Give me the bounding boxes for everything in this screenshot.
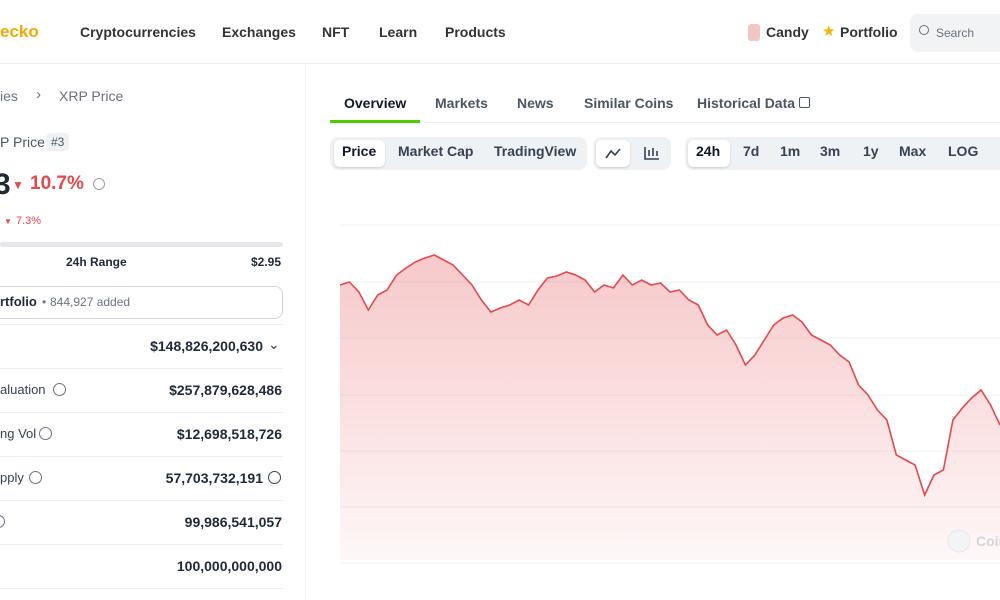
range[interactable]: 1y [863,143,879,159]
chart-type[interactable]: Price [342,143,377,159]
row-divider [0,456,283,457]
change-24h: 10.7% [30,173,84,194]
chart-type[interactable]: Market Cap [398,143,474,159]
down-arrow: ▼ [4,217,12,226]
portfolio-label: rtfolio [0,294,37,309]
header [0,0,1000,64]
stat-label: aluation [0,382,46,397]
bullet: • [42,295,47,309]
stat-value: $12,698,518,726 [176,426,282,442]
down-arrow: ▼ [12,178,24,192]
portfolio-added: 844,927 added [50,295,131,309]
stat-value: 99,986,541,057 [184,514,282,530]
portfolio[interactable]: Portfolio [840,24,898,40]
watermark-logo [947,529,971,553]
nav-item[interactable]: NFT [322,24,350,40]
tab[interactable]: Markets [435,95,488,111]
nav-item[interactable]: Cryptocurrencies [80,24,196,40]
row-divider [0,368,283,369]
stat-label: ng Vol [0,426,37,441]
row-divider [0,588,283,589]
range-high: $2.95 [251,255,282,269]
row-divider [0,544,283,545]
range[interactable]: 24h [696,143,721,159]
range[interactable]: 1m [780,143,801,159]
price-area [340,255,1000,560]
chart-type[interactable]: TradingView [494,143,577,159]
row-divider [0,412,283,413]
stat-label: pply [0,470,24,485]
info-icon[interactable] [93,178,105,190]
info-icon[interactable] [39,427,52,440]
range-bar [0,242,283,247]
selected [688,140,730,167]
price-line [339,254,1000,498]
row-divider [0,324,283,325]
info-icon[interactable] [29,471,42,484]
coin-label: P Price [0,134,45,150]
tab[interactable]: Overview [344,95,407,111]
candy[interactable]: Candy [766,24,809,40]
search-icon [919,25,929,35]
portfolio-button[interactable] [0,286,283,319]
range-label: 24h Range [66,255,127,269]
star-icon: ★ [822,23,836,40]
watermark: Coin [976,533,1000,549]
info-icon[interactable] [268,471,281,484]
range[interactable]: 3m [820,143,841,159]
chevron[interactable]: ⌄ [268,336,280,352]
tab[interactable]: Historical Data [697,95,796,111]
stat-value: $257,879,628,486 [169,382,282,398]
external-icon [799,97,810,108]
segment [685,137,1000,170]
breadcrumb-sep: › [36,86,41,103]
tab-underline [330,120,420,123]
info-icon[interactable] [53,383,66,396]
breadcrumb: XRP Price [59,88,124,104]
price: 3 [0,168,11,201]
breadcrumb[interactable]: ies [0,88,18,104]
tab[interactable]: Similar Coins [584,95,674,111]
tab[interactable]: News [517,95,554,111]
divider [305,64,306,600]
stat-value: 100,000,000,000 [176,558,282,574]
rank-badge: #3 [46,133,70,151]
selected [334,140,385,167]
range[interactable]: 7d [743,143,760,159]
logo[interactable]: ecko [0,22,39,41]
search-placeholder: Search [936,26,975,40]
stat-value: $148,826,200,630 [150,338,263,354]
row-divider [0,500,283,501]
nav-item[interactable]: Products [445,24,506,40]
candy-icon [748,24,760,41]
tab-line [330,122,1000,123]
stat-value: 57,703,732,191 [165,470,263,486]
nav-item[interactable]: Learn [379,24,418,40]
range[interactable]: Max [899,143,927,159]
nav-item[interactable]: Exchanges [222,24,296,40]
change-sub: 7.3% [16,215,42,227]
range[interactable]: LOG [948,143,979,159]
